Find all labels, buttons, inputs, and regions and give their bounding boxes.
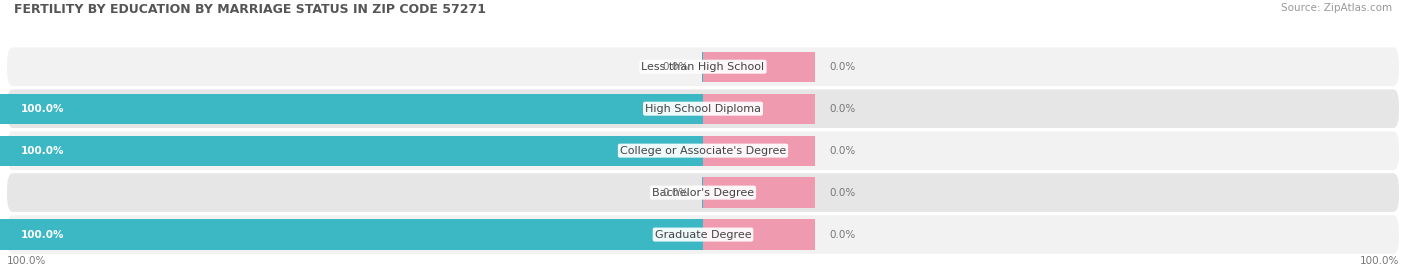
Bar xyxy=(702,52,703,82)
FancyBboxPatch shape xyxy=(7,47,1399,86)
Bar xyxy=(703,136,815,166)
Text: 100.0%: 100.0% xyxy=(21,229,65,240)
FancyBboxPatch shape xyxy=(7,89,1399,128)
Text: 0.0%: 0.0% xyxy=(830,62,856,72)
Text: 100.0%: 100.0% xyxy=(21,104,65,114)
Bar xyxy=(703,220,815,250)
Text: 100.0%: 100.0% xyxy=(21,146,65,156)
Bar xyxy=(703,52,815,82)
Text: FERTILITY BY EDUCATION BY MARRIAGE STATUS IN ZIP CODE 57271: FERTILITY BY EDUCATION BY MARRIAGE STATU… xyxy=(14,3,486,16)
Text: Less than High School: Less than High School xyxy=(641,62,765,72)
Text: 0.0%: 0.0% xyxy=(830,104,856,114)
Text: Source: ZipAtlas.com: Source: ZipAtlas.com xyxy=(1281,3,1392,13)
Text: Graduate Degree: Graduate Degree xyxy=(655,229,751,240)
Text: High School Diploma: High School Diploma xyxy=(645,104,761,114)
Text: Bachelor's Degree: Bachelor's Degree xyxy=(652,187,754,198)
Bar xyxy=(703,178,815,208)
FancyBboxPatch shape xyxy=(7,131,1399,170)
Bar xyxy=(0,136,703,166)
Text: 100.0%: 100.0% xyxy=(1360,256,1399,266)
Bar xyxy=(0,220,703,250)
Bar xyxy=(703,94,815,124)
Text: 0.0%: 0.0% xyxy=(662,62,689,72)
Text: 100.0%: 100.0% xyxy=(7,256,46,266)
Text: 0.0%: 0.0% xyxy=(830,146,856,156)
Text: 0.0%: 0.0% xyxy=(830,229,856,240)
Text: 0.0%: 0.0% xyxy=(662,187,689,198)
FancyBboxPatch shape xyxy=(7,215,1399,254)
Text: 0.0%: 0.0% xyxy=(830,187,856,198)
Text: College or Associate's Degree: College or Associate's Degree xyxy=(620,146,786,156)
Bar xyxy=(702,178,703,208)
FancyBboxPatch shape xyxy=(7,173,1399,212)
Bar xyxy=(0,94,703,124)
